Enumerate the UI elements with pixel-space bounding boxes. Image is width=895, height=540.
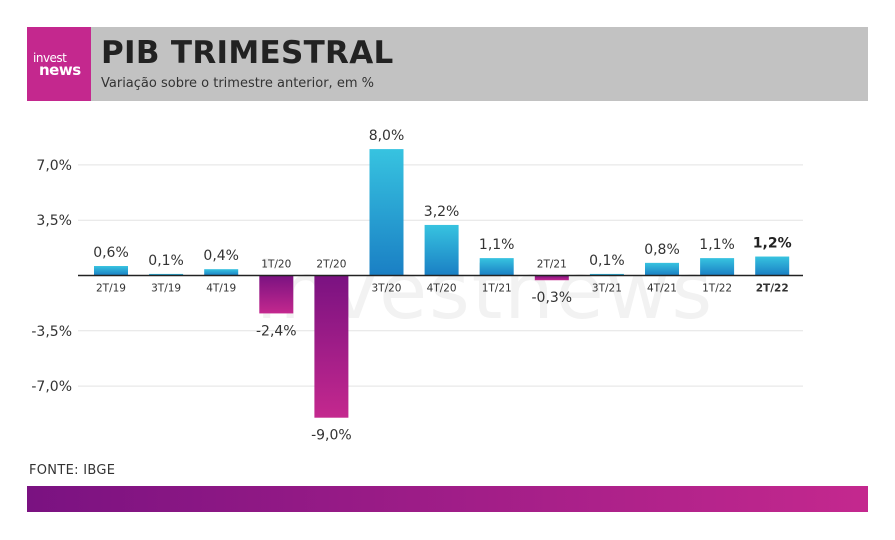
data-label: 0,6% — [93, 245, 129, 261]
data-label: 1,1% — [699, 237, 735, 253]
bar-3T-21 — [589, 273, 624, 276]
investnews-logo: invest news — [27, 27, 91, 101]
bar-1T-22 — [700, 258, 735, 276]
x-tick-label: 3T/20 — [372, 283, 402, 295]
y-tick-label: 7,0% — [36, 158, 72, 174]
bar-2T-22 — [755, 256, 790, 276]
data-label: 0,1% — [589, 253, 625, 269]
data-label: 3,2% — [424, 204, 460, 220]
y-tick-label: 3,5% — [36, 213, 72, 229]
x-tick-label: 4T/20 — [427, 283, 457, 295]
x-tick-label: 3T/21 — [592, 283, 622, 295]
chart-title: PIB TRIMESTRAL — [101, 35, 394, 71]
y-tick-label: -7,0% — [31, 379, 72, 395]
logo-text-bottom: news — [39, 61, 81, 79]
gridlines — [78, 164, 803, 387]
bar-2T-19 — [94, 266, 128, 276]
source-note: FONTE: IBGE — [29, 463, 116, 478]
bar-3T-20 — [369, 149, 404, 276]
footer-bar — [27, 486, 868, 512]
x-tick-label: 4T/21 — [647, 283, 677, 295]
y-tick-label: -3,5% — [31, 324, 72, 340]
x-tick-label: 1T/20 — [261, 259, 291, 271]
x-tick-label: 2T/19 — [96, 283, 126, 295]
data-label: 8,0% — [369, 128, 405, 144]
y-axis: 7,0% 3,5% -3,5% -7,0% — [31, 158, 72, 395]
x-tick-label: 2T/21 — [537, 259, 567, 271]
data-label: -9,0% — [311, 428, 352, 444]
x-tick-label: 2T/20 — [316, 259, 346, 271]
data-label: 1,1% — [479, 237, 515, 253]
bar-1T-20 — [259, 275, 294, 314]
bar-1T-21 — [479, 258, 514, 276]
data-label: 0,1% — [148, 253, 184, 269]
bar-4T-21 — [645, 262, 679, 276]
x-tick-label: 4T/19 — [206, 283, 236, 295]
header: invest news PIB TRIMESTRAL Variação sobr… — [27, 27, 868, 101]
data-label: 1,2% — [753, 236, 792, 252]
bar-4T-19 — [204, 269, 239, 276]
bar-3T-19 — [149, 273, 184, 276]
data-label: 0,8% — [644, 242, 680, 258]
data-label: -0,3% — [531, 290, 572, 306]
bar-2T-20 — [314, 275, 349, 418]
labels: 2T/19 0,6% 3T/19 0,1% 4T/19 0,4% 1T/20 -2,4% 2T/… — [93, 128, 791, 444]
x-tick-label: 2T/22 — [756, 283, 789, 295]
x-tick-label: 1T/21 — [482, 283, 512, 295]
bar-2T-21 — [534, 275, 569, 281]
logo-text-top: invest — [33, 51, 67, 65]
bars — [94, 149, 790, 418]
chart-subtitle: Variação sobre o trimestre anterior, em … — [101, 76, 374, 91]
x-tick-label: 1T/22 — [702, 283, 732, 295]
bar-4T-20 — [424, 224, 459, 276]
data-label: -2,4% — [256, 323, 297, 339]
data-label: 0,4% — [203, 248, 239, 264]
x-tick-label: 3T/19 — [151, 283, 181, 295]
